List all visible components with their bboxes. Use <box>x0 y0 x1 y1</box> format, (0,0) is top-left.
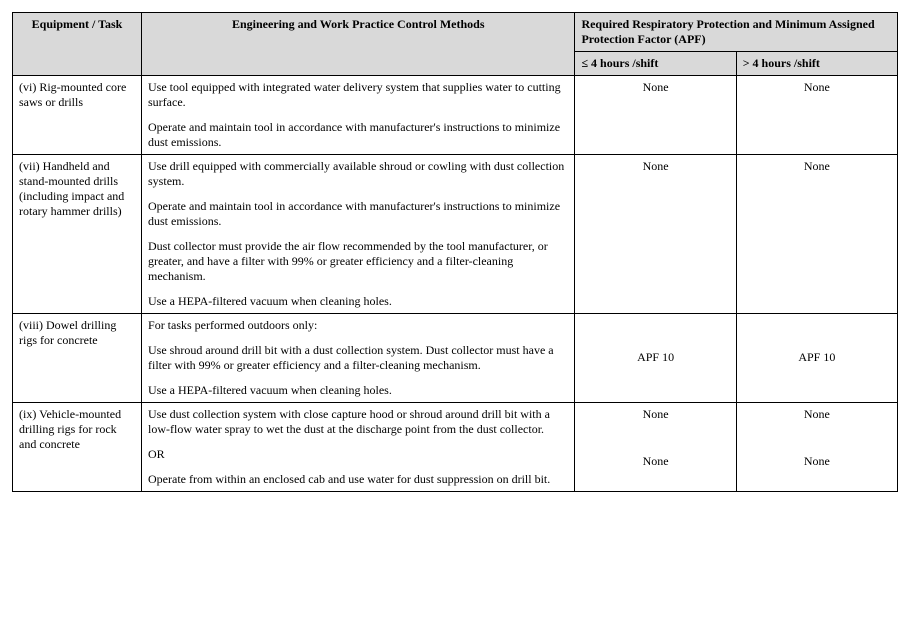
table-row: (vii) Handheld and stand-mounted drills … <box>13 155 898 314</box>
equipment-cell: (viii) Dowel drilling rigs for concrete <box>13 314 142 403</box>
method-paragraph: Use shroud around drill bit with a dust … <box>148 343 568 373</box>
header-methods: Engineering and Work Practice Control Me… <box>142 13 575 76</box>
method-paragraph: Use drill equipped with commercially ava… <box>148 159 568 189</box>
method-cell: For tasks performed outdoors only: Use s… <box>142 314 575 403</box>
header-apf-le4: ≤ 4 hours /shift <box>575 52 736 76</box>
apf-value: None <box>581 407 729 422</box>
method-paragraph: Use a HEPA-filtered vacuum when cleaning… <box>148 383 568 398</box>
apf-value: None <box>581 454 729 469</box>
apf-le4-cell: None None <box>575 403 736 492</box>
method-paragraph: Use a HEPA-filtered vacuum when cleaning… <box>148 294 568 309</box>
method-paragraph: Operate and maintain tool in accordance … <box>148 199 568 229</box>
header-apf-gt4: > 4 hours /shift <box>736 52 897 76</box>
apf-le4-cell: None <box>575 155 736 314</box>
equipment-cell: (ix) Vehicle-mounted drilling rigs for r… <box>13 403 142 492</box>
header-row-1: Equipment / Task Engineering and Work Pr… <box>13 13 898 52</box>
method-paragraph: For tasks performed outdoors only: <box>148 318 568 333</box>
apf-gt4-cell: None <box>736 76 897 155</box>
apf-gt4-cell: None None <box>736 403 897 492</box>
method-paragraph: Operate and maintain tool in accordance … <box>148 120 568 150</box>
table-row: (vi) Rig-mounted core saws or drills Use… <box>13 76 898 155</box>
method-paragraph: Operate from within an enclosed cab and … <box>148 472 568 487</box>
apf-value: None <box>743 454 891 469</box>
method-cell: Use dust collection system with close ca… <box>142 403 575 492</box>
apf-value: APF 10 <box>743 350 891 365</box>
method-paragraph: OR <box>148 447 568 462</box>
apf-value: APF 10 <box>581 350 729 365</box>
table-row: (ix) Vehicle-mounted drilling rigs for r… <box>13 403 898 492</box>
apf-value: None <box>743 407 891 422</box>
equipment-cell: (vi) Rig-mounted core saws or drills <box>13 76 142 155</box>
method-cell: Use tool equipped with integrated water … <box>142 76 575 155</box>
apf-le4-cell: APF 10 <box>575 314 736 403</box>
table-row: (viii) Dowel drilling rigs for concrete … <box>13 314 898 403</box>
equipment-cell: (vii) Handheld and stand-mounted drills … <box>13 155 142 314</box>
silica-control-table: Equipment / Task Engineering and Work Pr… <box>12 12 898 492</box>
method-cell: Use drill equipped with commercially ava… <box>142 155 575 314</box>
apf-gt4-cell: None <box>736 155 897 314</box>
header-apf-group: Required Respiratory Protection and Mini… <box>575 13 898 52</box>
apf-le4-cell: None <box>575 76 736 155</box>
method-paragraph: Use tool equipped with integrated water … <box>148 80 568 110</box>
method-paragraph: Use dust collection system with close ca… <box>148 407 568 437</box>
method-paragraph: Dust collector must provide the air flow… <box>148 239 568 284</box>
header-equipment: Equipment / Task <box>13 13 142 76</box>
apf-gt4-cell: APF 10 <box>736 314 897 403</box>
